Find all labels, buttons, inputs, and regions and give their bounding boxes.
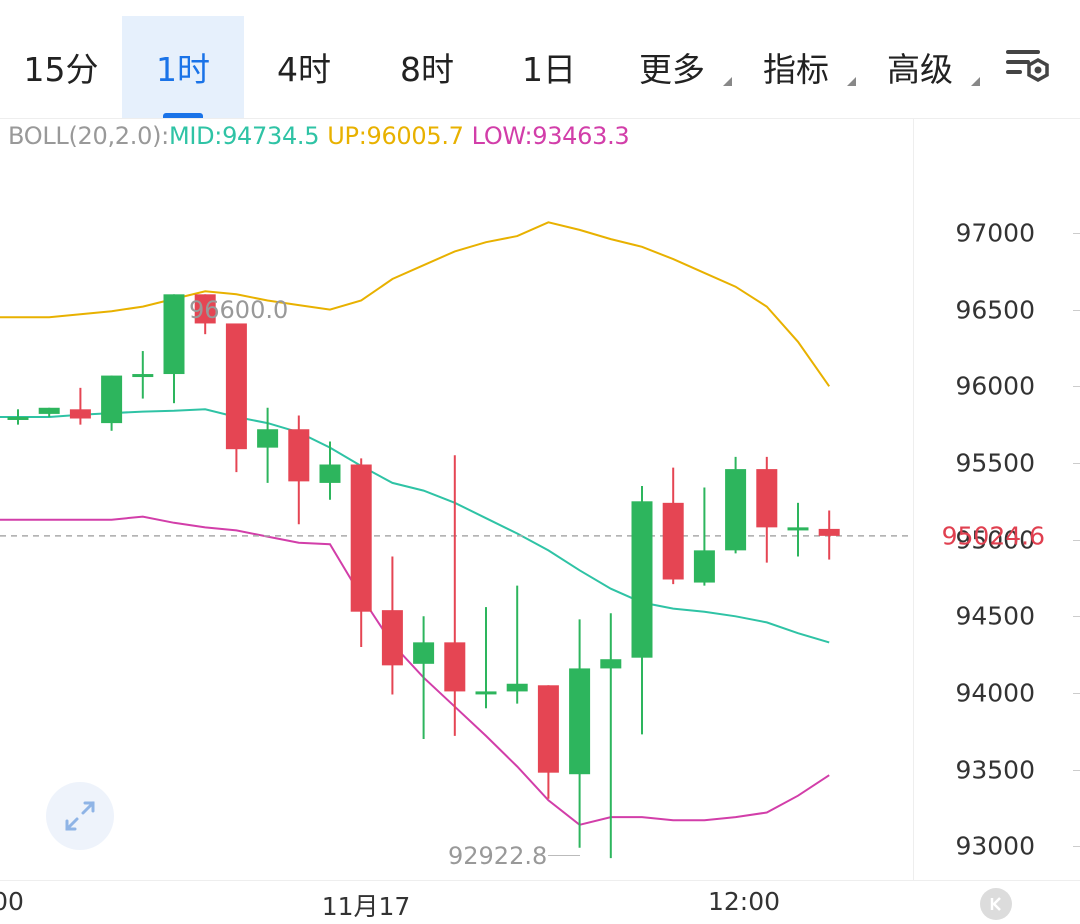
current-price-label: 95024.6 xyxy=(941,521,1045,551)
price-tick-mark xyxy=(1073,232,1080,234)
time-tick-label: 12:00 xyxy=(707,887,781,916)
boll-up-value: UP:96005.7 xyxy=(327,122,464,150)
candle-body-up xyxy=(132,374,154,378)
candle-body-up xyxy=(38,407,60,414)
expand-arrows-icon xyxy=(65,801,95,831)
candlestick-chart[interactable] xyxy=(0,118,913,880)
tab-label: 8时 xyxy=(400,50,454,89)
price-axis: 97000 96500 96000 95500 95000 94500 94000 93500… xyxy=(913,118,1080,880)
active-tab-indicator xyxy=(163,113,203,118)
dropdown-triangle-icon xyxy=(971,77,980,86)
price-tick-mark xyxy=(1073,386,1080,388)
price-tick-mark xyxy=(1073,462,1080,464)
price-tick-label: 94500 xyxy=(955,601,1035,631)
candle-body-up xyxy=(257,429,279,448)
time-tick-label: 00 xyxy=(0,887,24,916)
candle-body-down xyxy=(194,294,216,324)
tab-label: 更多 xyxy=(639,50,705,89)
tab-label: 指标 xyxy=(763,50,829,89)
fullscreen-button[interactable] xyxy=(46,782,114,850)
tab-label: 1时 xyxy=(156,50,210,89)
price-tick-mark xyxy=(1073,692,1080,694)
candle-body-up xyxy=(163,294,185,375)
candle-body-up xyxy=(506,683,528,692)
candle-body-down xyxy=(69,409,91,419)
chevron-left-icon xyxy=(990,897,1001,911)
boll-low-value: LOW:93463.3 xyxy=(471,122,630,150)
tab-8hour[interactable]: 8时 xyxy=(366,16,488,118)
timeframe-tabs: 15分 1时 4时 8时 1日 更多 指标 高级 xyxy=(0,0,1080,119)
tab-4hour[interactable]: 4时 xyxy=(244,16,364,118)
boll-params: BOLL(20,2.0): xyxy=(8,122,169,150)
candle-body-up xyxy=(319,464,341,483)
tab-label: 4时 xyxy=(277,50,331,89)
candle-body-down xyxy=(818,528,840,536)
candle-body-up xyxy=(413,642,435,664)
price-tick-label: 95000 xyxy=(955,525,1035,555)
tab-indicators[interactable]: 指标 xyxy=(738,16,856,118)
dropdown-triangle-icon xyxy=(847,77,856,86)
candle-body-down xyxy=(288,429,310,482)
candle-body-down xyxy=(537,685,559,773)
price-tick-mark xyxy=(1073,616,1080,618)
scroll-to-latest-button[interactable] xyxy=(980,888,1012,920)
candle-body-up xyxy=(787,527,809,531)
candle-body-up xyxy=(693,550,715,583)
candle-body-up xyxy=(101,375,123,424)
tab-more[interactable]: 更多 xyxy=(614,16,732,118)
candle-body-down xyxy=(225,323,247,450)
candle-body-up xyxy=(475,691,497,695)
price-tick-label: 95500 xyxy=(955,448,1035,478)
boll-up-line xyxy=(0,221,831,387)
price-tick-mark xyxy=(1073,309,1080,311)
tab-label: 高级 xyxy=(887,50,953,89)
price-tick-label: 96000 xyxy=(955,371,1035,401)
boll-mid-line xyxy=(0,408,830,644)
boll-indicator-legend: BOLL(20,2.0):MID:94734.5 UP:96005.7 LOW:93… xyxy=(8,122,630,150)
candle-body-down xyxy=(756,469,778,528)
candle-body-up xyxy=(725,469,747,551)
price-tick-label: 97000 xyxy=(955,218,1035,248)
boll-mid-value: MID:94734.5 xyxy=(168,122,320,150)
price-tick-label: 96500 xyxy=(955,295,1035,325)
candle-body-up xyxy=(600,659,622,669)
candle-body-down xyxy=(662,502,684,580)
price-tick-label: 93000 xyxy=(955,831,1035,861)
candle-body-down xyxy=(444,642,466,692)
price-tick-label: 93500 xyxy=(955,755,1035,785)
tab-15min[interactable]: 15分 xyxy=(0,16,122,118)
candle-body-up xyxy=(631,501,653,658)
chart-settings-button[interactable] xyxy=(1000,40,1060,96)
price-tick-mark xyxy=(1073,539,1080,541)
candle-body-down xyxy=(381,610,403,666)
dropdown-triangle-icon xyxy=(723,77,732,86)
candle-body-up xyxy=(569,668,591,775)
chart-settings-icon xyxy=(1006,50,1049,83)
high-price-annotation: 96600.0 xyxy=(189,296,289,324)
time-tick-label: 11月17 xyxy=(321,892,411,921)
price-tick-label: 94000 xyxy=(955,678,1035,708)
price-tick-mark xyxy=(1073,769,1080,771)
candle-body-down xyxy=(350,464,372,612)
tab-1hour[interactable]: 1时 xyxy=(122,16,244,118)
low-annotation-line xyxy=(548,855,580,856)
tab-label: 1日 xyxy=(522,50,576,89)
price-tick-mark xyxy=(1073,846,1080,848)
time-axis: 00 11月17 12:00 xyxy=(0,880,1080,924)
tab-1day[interactable]: 1日 xyxy=(488,16,610,118)
low-price-annotation: 92922.8 xyxy=(448,842,548,870)
candle-body-up xyxy=(7,416,29,420)
tab-advanced[interactable]: 高级 xyxy=(862,16,980,118)
tab-label: 15分 xyxy=(23,50,99,89)
